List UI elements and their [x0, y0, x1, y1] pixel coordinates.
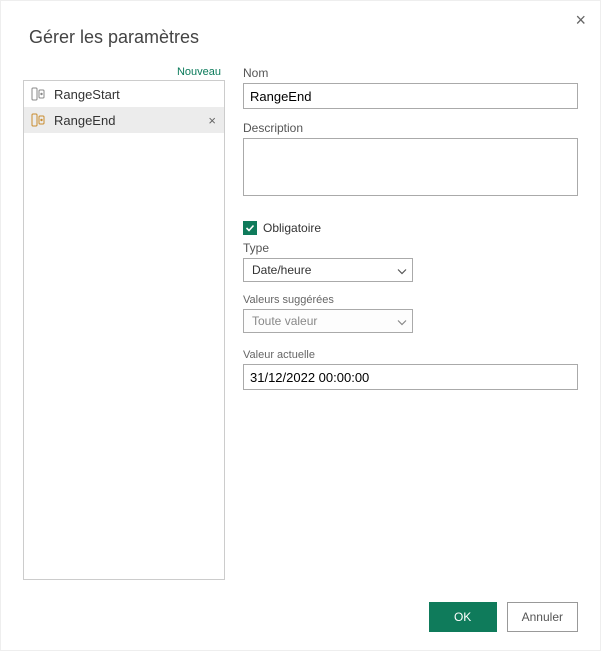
ok-button[interactable]: OK — [429, 602, 497, 632]
parameter-form: Nom Description Obligatoire Type Date/he… — [243, 66, 578, 580]
required-label: Obligatoire — [263, 221, 321, 235]
parameter-item-rangeend[interactable]: RangeEnd × — [24, 107, 224, 133]
current-value-label: Valeur actuelle — [243, 349, 578, 361]
dialog-footer: OK Annuler — [429, 602, 578, 632]
close-icon[interactable]: × — [575, 11, 586, 29]
delete-parameter-icon[interactable]: × — [206, 113, 218, 128]
manage-parameters-dialog: × Gérer les paramètres Nouveau RangeStar… — [0, 0, 601, 651]
parameter-list: RangeStart RangeEnd × — [23, 80, 225, 580]
new-parameter-link[interactable]: Nouveau — [23, 66, 225, 78]
suggested-values-label: Valeurs suggérées — [243, 294, 578, 306]
type-select[interactable]: Date/heure — [243, 258, 413, 282]
type-label: Type — [243, 241, 578, 255]
name-label: Nom — [243, 66, 578, 80]
dialog-title: Gérer les paramètres — [29, 27, 578, 48]
current-value-input[interactable] — [243, 364, 578, 390]
parameter-icon — [30, 112, 46, 128]
parameter-label: RangeEnd — [54, 113, 206, 128]
description-input[interactable] — [243, 138, 578, 196]
parameter-list-panel: Nouveau RangeStart — [23, 66, 225, 580]
required-checkbox-row[interactable]: Obligatoire — [243, 221, 578, 235]
cancel-button[interactable]: Annuler — [507, 602, 578, 632]
required-checkbox[interactable] — [243, 221, 257, 235]
parameter-label: RangeStart — [54, 87, 218, 102]
name-input[interactable] — [243, 83, 578, 109]
parameter-item-rangestart[interactable]: RangeStart — [24, 81, 224, 107]
parameter-icon — [30, 86, 46, 102]
suggested-values-select[interactable]: Toute valeur — [243, 309, 413, 333]
description-label: Description — [243, 121, 578, 135]
